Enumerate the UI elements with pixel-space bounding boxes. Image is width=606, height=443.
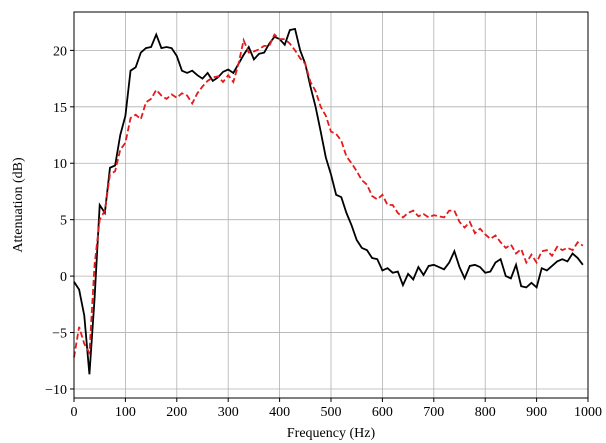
x-tick-label: 900 — [526, 405, 547, 420]
x-tick-label: 400 — [269, 405, 290, 420]
x-tick-label: 200 — [166, 405, 187, 420]
x-tick-label: 0 — [71, 405, 78, 420]
x-tick-label: 1000 — [574, 405, 602, 420]
y-tick-label: 15 — [53, 101, 67, 116]
y-tick-label: 5 — [60, 214, 67, 229]
y-tick-label: 20 — [53, 44, 67, 59]
x-tick-label: 300 — [218, 405, 239, 420]
x-tick-label: 700 — [423, 405, 444, 420]
data-line — [73, 33, 584, 358]
y-axis-label: Attenuation (dB) — [11, 157, 26, 253]
y-tick-label: 0 — [60, 270, 67, 285]
y-tick-label: −5 — [52, 327, 67, 342]
x-tick-label: 600 — [372, 405, 393, 420]
y-tick-label: −10 — [45, 383, 67, 398]
x-tick-label: 500 — [321, 405, 342, 420]
x-axis-label: Frequency (Hz) — [287, 426, 376, 441]
plot-frame — [73, 11, 589, 399]
data-line — [73, 27, 584, 375]
x-tick-label: 800 — [475, 405, 496, 420]
y-tick-label: 10 — [53, 157, 67, 172]
x-tick-label: 100 — [115, 405, 136, 420]
